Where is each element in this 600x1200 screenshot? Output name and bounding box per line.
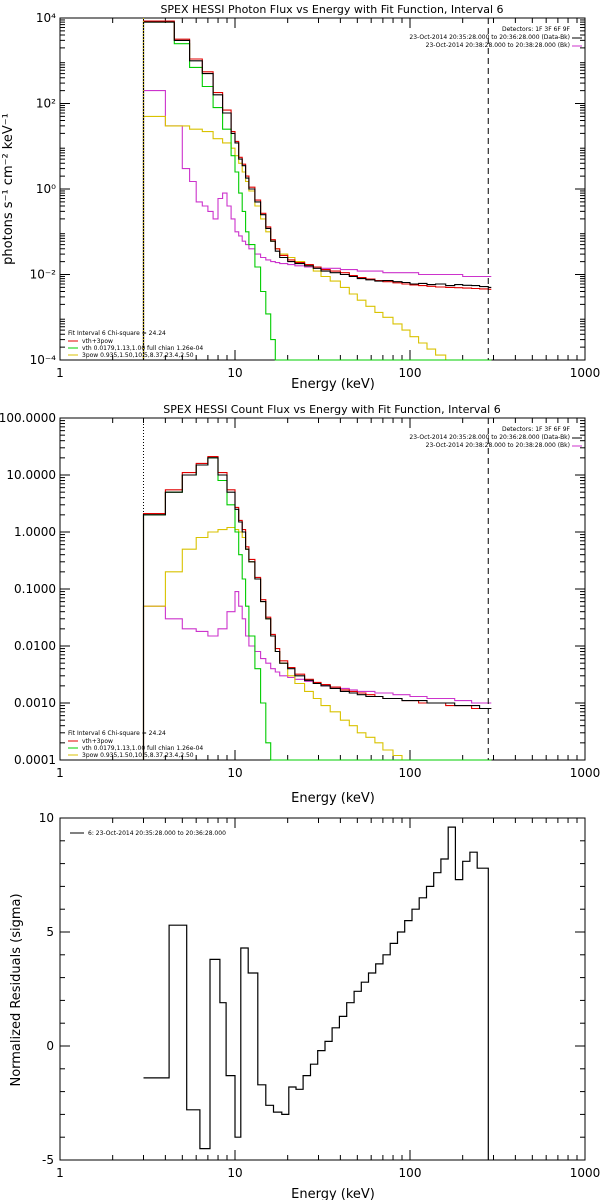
count-flux-axes: 1 10 100 1000 0.0001 0.0010 0.0100 0.1000 1.0000…: [0, 411, 600, 780]
residuals-panel: 1 10 100 1000 -5 0 5 10 Energy (keV) Normalized…: [9, 811, 600, 1200]
x-tick-label: 10: [227, 366, 242, 380]
photon-flux-panel: SPEX HESSI Photon Flux vs Energy with Fi…: [1, 3, 600, 392]
y-tick-label: 10²: [36, 97, 56, 111]
legend-powerlaw-label-2: 3pow 0.935,1.50,10.5,8.37,23.4,2.50: [82, 752, 194, 759]
series-data-line: [142, 21, 492, 360]
legend-powerlaw-label: 3pow 0.935,1.50,10.5,8.37,23.4,2.50: [82, 352, 194, 359]
count-flux-legend-top: Detectors: 1F 3F 6F 9F 23-Oct-2014 20:35…: [409, 426, 582, 449]
legend-fit-interval-2: Fit Interval 6 Chi-square = 24.24: [68, 730, 166, 737]
legend-detectors: Detectors: 1F 3F 6F 9F: [502, 26, 571, 33]
x-tick-label: 10: [227, 1166, 242, 1180]
series-background-line: [142, 591, 492, 760]
residuals-plot-frame: [59, 817, 586, 1161]
x-tick-label: 1000: [570, 766, 600, 780]
x-tick-label: 1000: [570, 1166, 600, 1180]
series-data-line: [142, 457, 492, 760]
series-background-line: [142, 90, 492, 360]
photon-flux-x-axis-label: Energy (keV): [291, 377, 375, 392]
count-flux-legend-bottom: Fit Interval 6 Chi-square = 24.24 vth+3p…: [68, 730, 203, 759]
series-powerlaw-line: [142, 115, 492, 361]
legend-bk-interval: 23-Oct-2014 20:38:28.000 to 20:38:28.000…: [426, 42, 570, 49]
x-tick-label: 1000: [570, 366, 600, 380]
count-flux-x-axis-label: Energy (keV): [291, 791, 375, 806]
y-tick-label: 10: [39, 811, 54, 825]
residuals-x-axis-label: Energy (keV): [291, 1187, 375, 1200]
count-flux-title: SPEX HESSI Count Flux vs Energy with Fit…: [163, 403, 500, 416]
legend-detectors-2: Detectors: 1F 3F 6F 9F: [502, 426, 571, 433]
residuals-axes: 1 10 100 1000 -5 0 5 10: [39, 811, 600, 1180]
legend-fit-interval: Fit Interval 6 Chi-square = 24.24: [68, 330, 166, 337]
residuals-legend-label: 6: 23-Oct-2014 20:35:28.000 to 20:36:28.…: [88, 830, 226, 837]
photon-flux-legend-top: Detectors: 1F 3F 6F 9F 23-Oct-2014 20:35…: [409, 26, 582, 49]
residuals-line: [143, 826, 489, 1160]
x-tick-label: 1: [56, 766, 64, 780]
y-tick-label: 5: [46, 925, 54, 939]
legend-bk-interval-2: 23-Oct-2014 20:38:28.000 to 20:38:28.000…: [426, 442, 570, 449]
legend-total-label: vth+3pow: [82, 338, 113, 345]
y-tick-label: 0.0010: [14, 696, 56, 710]
x-tick-label: 10: [227, 766, 242, 780]
y-tick-label: 10.0000: [6, 468, 56, 482]
series-powerlaw-line: [142, 526, 492, 761]
series-total-line: [142, 456, 492, 760]
legend-total-label-2: vth+3pow: [82, 738, 113, 745]
photon-flux-y-axis-label: photons s⁻¹ cm⁻² keV⁻¹: [1, 113, 16, 265]
series-thermal-line: [142, 457, 492, 761]
x-tick-label: 1: [56, 1166, 64, 1180]
y-tick-label: 1.0000: [14, 525, 56, 539]
count-flux-series: [142, 418, 492, 761]
x-tick-label: 100: [399, 1166, 422, 1180]
x-tick-label: 100: [399, 766, 422, 780]
legend-data-interval: 23-Oct-2014 20:35:28.000 to 20:36:28.000…: [409, 34, 570, 41]
y-tick-label: 10⁰: [36, 182, 56, 196]
residuals-series: [143, 826, 489, 1160]
legend-thermal-label-2: vth 0.0179,1.13,1.00 full chian 1.26e-04: [82, 745, 203, 752]
photon-flux-axes: 1 10 100 1000 10⁻⁴ 10⁻² 10⁰ 10² 10⁴: [30, 11, 600, 380]
photon-flux-legend-bottom: Fit Interval 6 Chi-square = 24.24 vth+3p…: [68, 330, 203, 359]
photon-flux-series: [142, 18, 492, 361]
residuals-y-axis-label: Normalized Residuals (sigma): [9, 893, 24, 1086]
y-tick-label: 100.0000: [0, 411, 56, 425]
x-tick-label: 1: [56, 366, 64, 380]
count-flux-panel: SPEX HESSI Count Flux vs Energy with Fit…: [0, 403, 600, 806]
y-tick-label: 0.0100: [14, 639, 56, 653]
y-tick-label: 0: [46, 1039, 54, 1053]
y-tick-label: 10⁴: [36, 11, 56, 25]
y-tick-label: 10⁻⁴: [30, 353, 57, 367]
y-tick-label: 10⁻²: [30, 268, 57, 282]
photon-flux-title: SPEX HESSI Photon Flux vs Energy with Fi…: [160, 3, 503, 16]
y-tick-label: 0.1000: [14, 582, 56, 596]
photon-flux-plot-frame: [59, 17, 586, 361]
x-tick-label: 100: [399, 366, 422, 380]
count-flux-plot-frame: [59, 417, 586, 761]
legend-thermal-label: vth 0.0179,1.13,1.00 full chian 1.26e-04: [82, 345, 203, 352]
y-tick-label: 0.0001: [14, 753, 56, 767]
y-tick-label: -5: [42, 1153, 54, 1167]
legend-data-interval-2: 23-Oct-2014 20:35:28.000 to 20:36:28.000…: [409, 434, 570, 441]
series-thermal-line: [142, 21, 492, 361]
